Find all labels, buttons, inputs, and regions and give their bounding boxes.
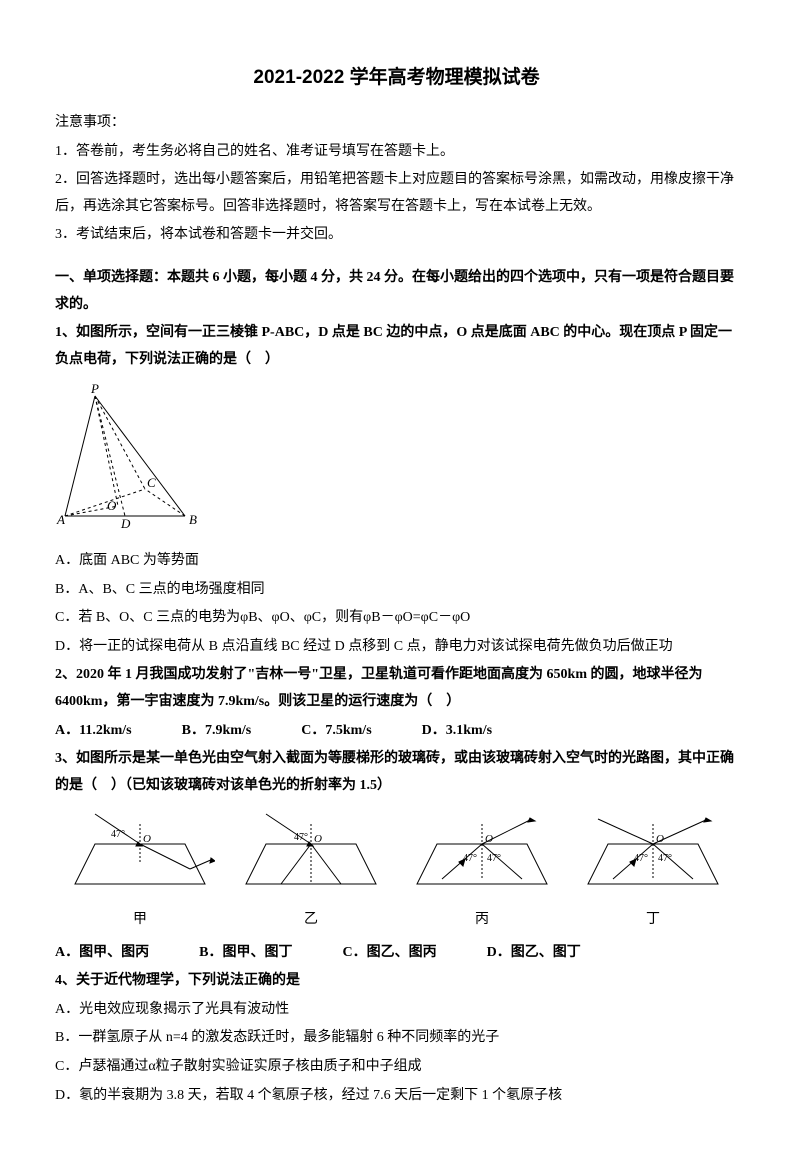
svg-text:O: O [485, 833, 493, 845]
label-yi: 乙 [236, 907, 386, 934]
q4-optA: A．光电效应现象揭示了光具有波动性 [55, 997, 738, 1024]
label-C: C [147, 475, 156, 490]
q4-stem: 4、关于近代物理学，下列说法正确的是 [55, 968, 738, 995]
q1-optC: C．若 B、O、C 三点的电势为φB、φO、φC，则有φB－φO=φC－φO [55, 605, 738, 632]
pyramid-figure: P A B C D O [55, 381, 738, 542]
q4-optB: B．一群氢原子从 n=4 的激发态跃迁时，最多能辐射 6 种不同频率的光子 [55, 1025, 738, 1052]
label-B: B [189, 512, 197, 527]
page-title: 2021-2022 学年高考物理模拟试卷 [55, 60, 738, 96]
q4-optC: C．卢瑟福通过α粒子散射实验证实原子核由质子和中子组成 [55, 1054, 738, 1081]
q1-optD: D．将一正的试探电荷从 B 点沿直线 BC 经过 D 点移到 C 点，静电力对该… [55, 634, 738, 661]
q2-optC: C．7.5km/s [301, 718, 371, 745]
q2-optA: A．11.2km/s [55, 718, 132, 745]
q2-optB: B．7.9km/s [182, 718, 252, 745]
angle-47-bing-1: 47° [463, 853, 477, 864]
angle-47-jia: 47° [111, 829, 125, 840]
q3-optB: B．图甲、图丁 [199, 940, 292, 967]
notice-1: 1．答卷前，考生务必将自己的姓名、准考证号填写在答题卡上。 [55, 139, 738, 166]
label-P: P [90, 381, 99, 396]
angle-47-bing-2: 47° [487, 853, 501, 864]
q1-optB: B．A、B、C 三点的电场强度相同 [55, 577, 738, 604]
q3-stem: 3、如图所示是某一单色光由空气射入截面为等腰梯形的玻璃砖，或由该玻璃砖射入空气时… [55, 746, 738, 799]
q2-optD: D．3.1km/s [422, 718, 492, 745]
label-ding: 丁 [578, 907, 728, 934]
notice-3: 3．考试结束后，将本试卷和答题卡一并交回。 [55, 222, 738, 249]
svg-text:O: O [656, 833, 664, 845]
label-bing: 丙 [407, 907, 557, 934]
angle-47-ding-2: 47° [658, 853, 672, 864]
q3-optC: C．图乙、图丙 [342, 940, 436, 967]
label-D: D [120, 516, 131, 531]
svg-text:O: O [143, 833, 151, 845]
glass-yi: 47° O 乙 [236, 809, 386, 933]
label-O: O [107, 498, 117, 513]
section-1-intro: 一、单项选择题：本题共 6 小题，每小题 4 分，共 24 分。在每小题给出的四… [55, 265, 738, 318]
glass-bing: 47° 47° O 丙 [407, 809, 557, 933]
label-jia: 甲 [65, 907, 215, 934]
q4-optD: D．氡的半衰期为 3.8 天，若取 4 个氡原子核，经过 7.6 天后一定剩下 … [55, 1083, 738, 1110]
angle-47-yi: 47° [294, 832, 308, 843]
glass-figures: 47° O 甲 47° O 乙 [55, 809, 738, 933]
angle-47-ding-1: 47° [634, 853, 648, 864]
q3-optA: A．图甲、图丙 [55, 940, 149, 967]
glass-jia: 47° O 甲 [65, 809, 215, 933]
q1-optA: A．底面 ABC 为等势面 [55, 548, 738, 575]
q1-stem: 1、如图所示，空间有一正三棱锥 P-ABC，D 点是 BC 边的中点，O 点是底… [55, 320, 738, 373]
svg-text:O: O [314, 833, 322, 845]
notice-2: 2．回答选择题时，选出每小题答案后，用铅笔把答题卡上对应题目的答案标号涂黑，如需… [55, 167, 738, 220]
q3-optD: D．图乙、图丁 [487, 940, 581, 967]
glass-ding: 47° 47° O 丁 [578, 809, 728, 933]
q2-stem: 2、2020 年 1 月我国成功发射了"吉林一号"卫星，卫星轨道可看作距地面高度… [55, 662, 738, 715]
label-A: A [56, 512, 65, 527]
notice-heading: 注意事项： [55, 110, 738, 137]
